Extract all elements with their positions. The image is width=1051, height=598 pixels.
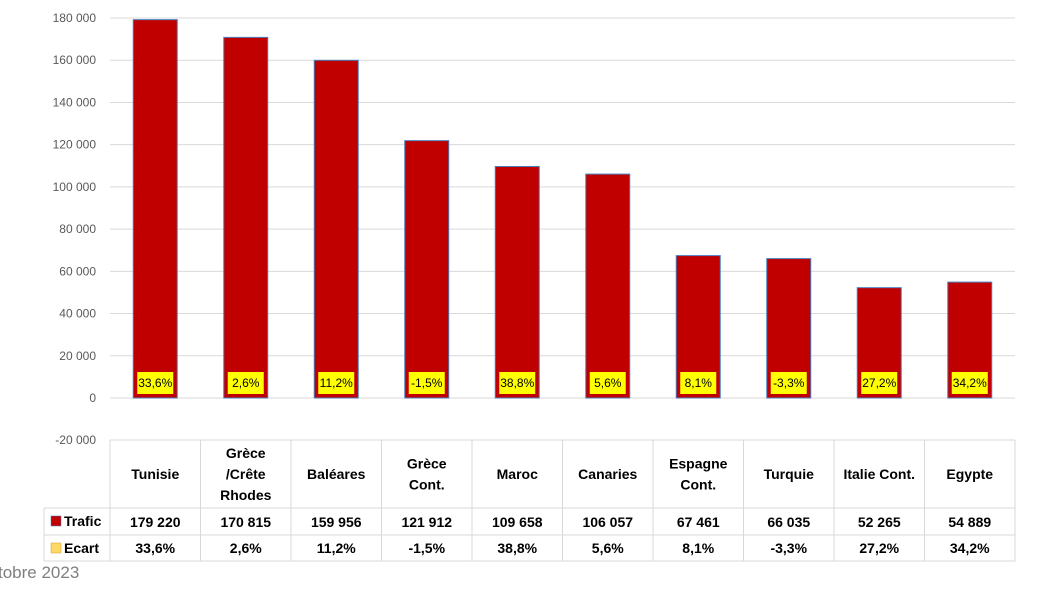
ecart-label-box (589, 372, 626, 394)
category-label: Espagne (669, 456, 728, 472)
y-axis-ticks: -20 000 0 20 000 40 000 60 000 80 000 100 000 1… (53, 11, 97, 447)
y-tick-label: 80 000 (59, 222, 96, 236)
category-label: Grèce (226, 445, 266, 461)
ecart-label: 5,6% (594, 376, 622, 390)
bar (313, 59, 359, 399)
y-tick-label: 60 000 (59, 264, 96, 278)
bar (404, 140, 450, 399)
ecart-label-box (318, 372, 355, 394)
ecart-label-box (499, 372, 536, 394)
ecart-value: -1,5% (408, 540, 445, 556)
ecart-data-labels: 33,6% 2,6% 11,2% -1,5% 38,8% 5,6% 8,1% -3,3% 27,… (137, 372, 988, 394)
ecart-label: 33,6% (138, 376, 172, 390)
bar (494, 165, 540, 399)
category-label: Egypte (946, 466, 993, 482)
trafic-value: 54 889 (948, 514, 991, 530)
trafic-value: 170 815 (220, 514, 271, 530)
trafic-value: 179 220 (130, 514, 181, 530)
ecart-label-box (951, 372, 988, 394)
bar (585, 173, 631, 399)
trafic-value: 109 658 (492, 514, 543, 530)
ecart-label-box (137, 372, 174, 394)
ecart-value: 34,2% (950, 540, 990, 556)
y-tick-label: 40 000 (59, 307, 96, 321)
ecart-value: 33,6% (135, 540, 175, 556)
ecart-label-box (408, 372, 445, 394)
ecart-row-label: Ecart (64, 540, 99, 556)
trafic-value: 106 057 (582, 514, 633, 530)
ecart-value: 11,2% (317, 540, 356, 556)
trafic-value: 121 912 (401, 514, 452, 530)
bars (132, 19, 993, 399)
ecart-value: 5,6% (592, 540, 624, 556)
category-label: /Crête (226, 466, 266, 482)
y-tick-label: 160 000 (53, 53, 97, 67)
ecart-label: 38,8% (500, 376, 534, 390)
trafic-value: 66 035 (767, 514, 810, 530)
y-tick-label: 180 000 (53, 11, 97, 25)
ecart-value: -3,3% (770, 540, 807, 556)
ecart-label: -3,3% (773, 376, 805, 390)
bar (223, 36, 269, 399)
ecart-label: 11,2% (320, 376, 353, 390)
trafic-value: 159 956 (311, 514, 362, 530)
ecart-label-box (680, 372, 717, 394)
category-label: Baléares (307, 466, 366, 482)
ecart-label-box (770, 372, 807, 394)
ecart-label-box (861, 372, 898, 394)
category-label: Cont. (680, 477, 716, 493)
ecart-label-box (227, 372, 264, 394)
trafic-value: 52 265 (858, 514, 901, 530)
y-tick-label: 0 (89, 391, 96, 405)
category-label: Rhodes (220, 487, 272, 503)
ecart-value: 8,1% (682, 540, 714, 556)
ecart-label: 2,6% (232, 376, 260, 390)
category-label: Canaries (578, 466, 637, 482)
ecart-legend-key (50, 542, 62, 554)
category-label: Maroc (497, 466, 538, 482)
data-table: Tunisie 179 220 33,6% Grèce/Crête Rhodes 170 … (43, 439, 1016, 562)
y-tick-label: 20 000 (59, 349, 96, 363)
ecart-label: 34,2% (953, 376, 987, 390)
trafic-value: 67 461 (677, 514, 720, 530)
ecart-label: -1,5% (411, 376, 443, 390)
category-label: Grèce (407, 456, 447, 472)
trafic-row-label: Trafic (64, 513, 102, 529)
ecart-value: 27,2% (859, 540, 899, 556)
ecart-label: 8,1% (685, 376, 713, 390)
ecart-value: 2,6% (230, 540, 262, 556)
footer-date-text: tobre 2023 (0, 563, 80, 582)
ecart-value: 38,8% (497, 540, 537, 556)
bar (132, 19, 178, 399)
category-label: Turquie (764, 466, 815, 482)
category-label: Cont. (409, 477, 445, 493)
y-tick-label: 120 000 (53, 138, 97, 152)
category-label: Tunisie (131, 466, 179, 482)
y-tick-label: 100 000 (53, 180, 97, 194)
y-tick-label: 140 000 (53, 95, 97, 109)
category-label: Italie Cont. (843, 466, 915, 482)
y-tick-label: -20 000 (55, 433, 96, 447)
ecart-label: 27,2% (862, 376, 896, 390)
trafic-legend-key (50, 515, 62, 527)
